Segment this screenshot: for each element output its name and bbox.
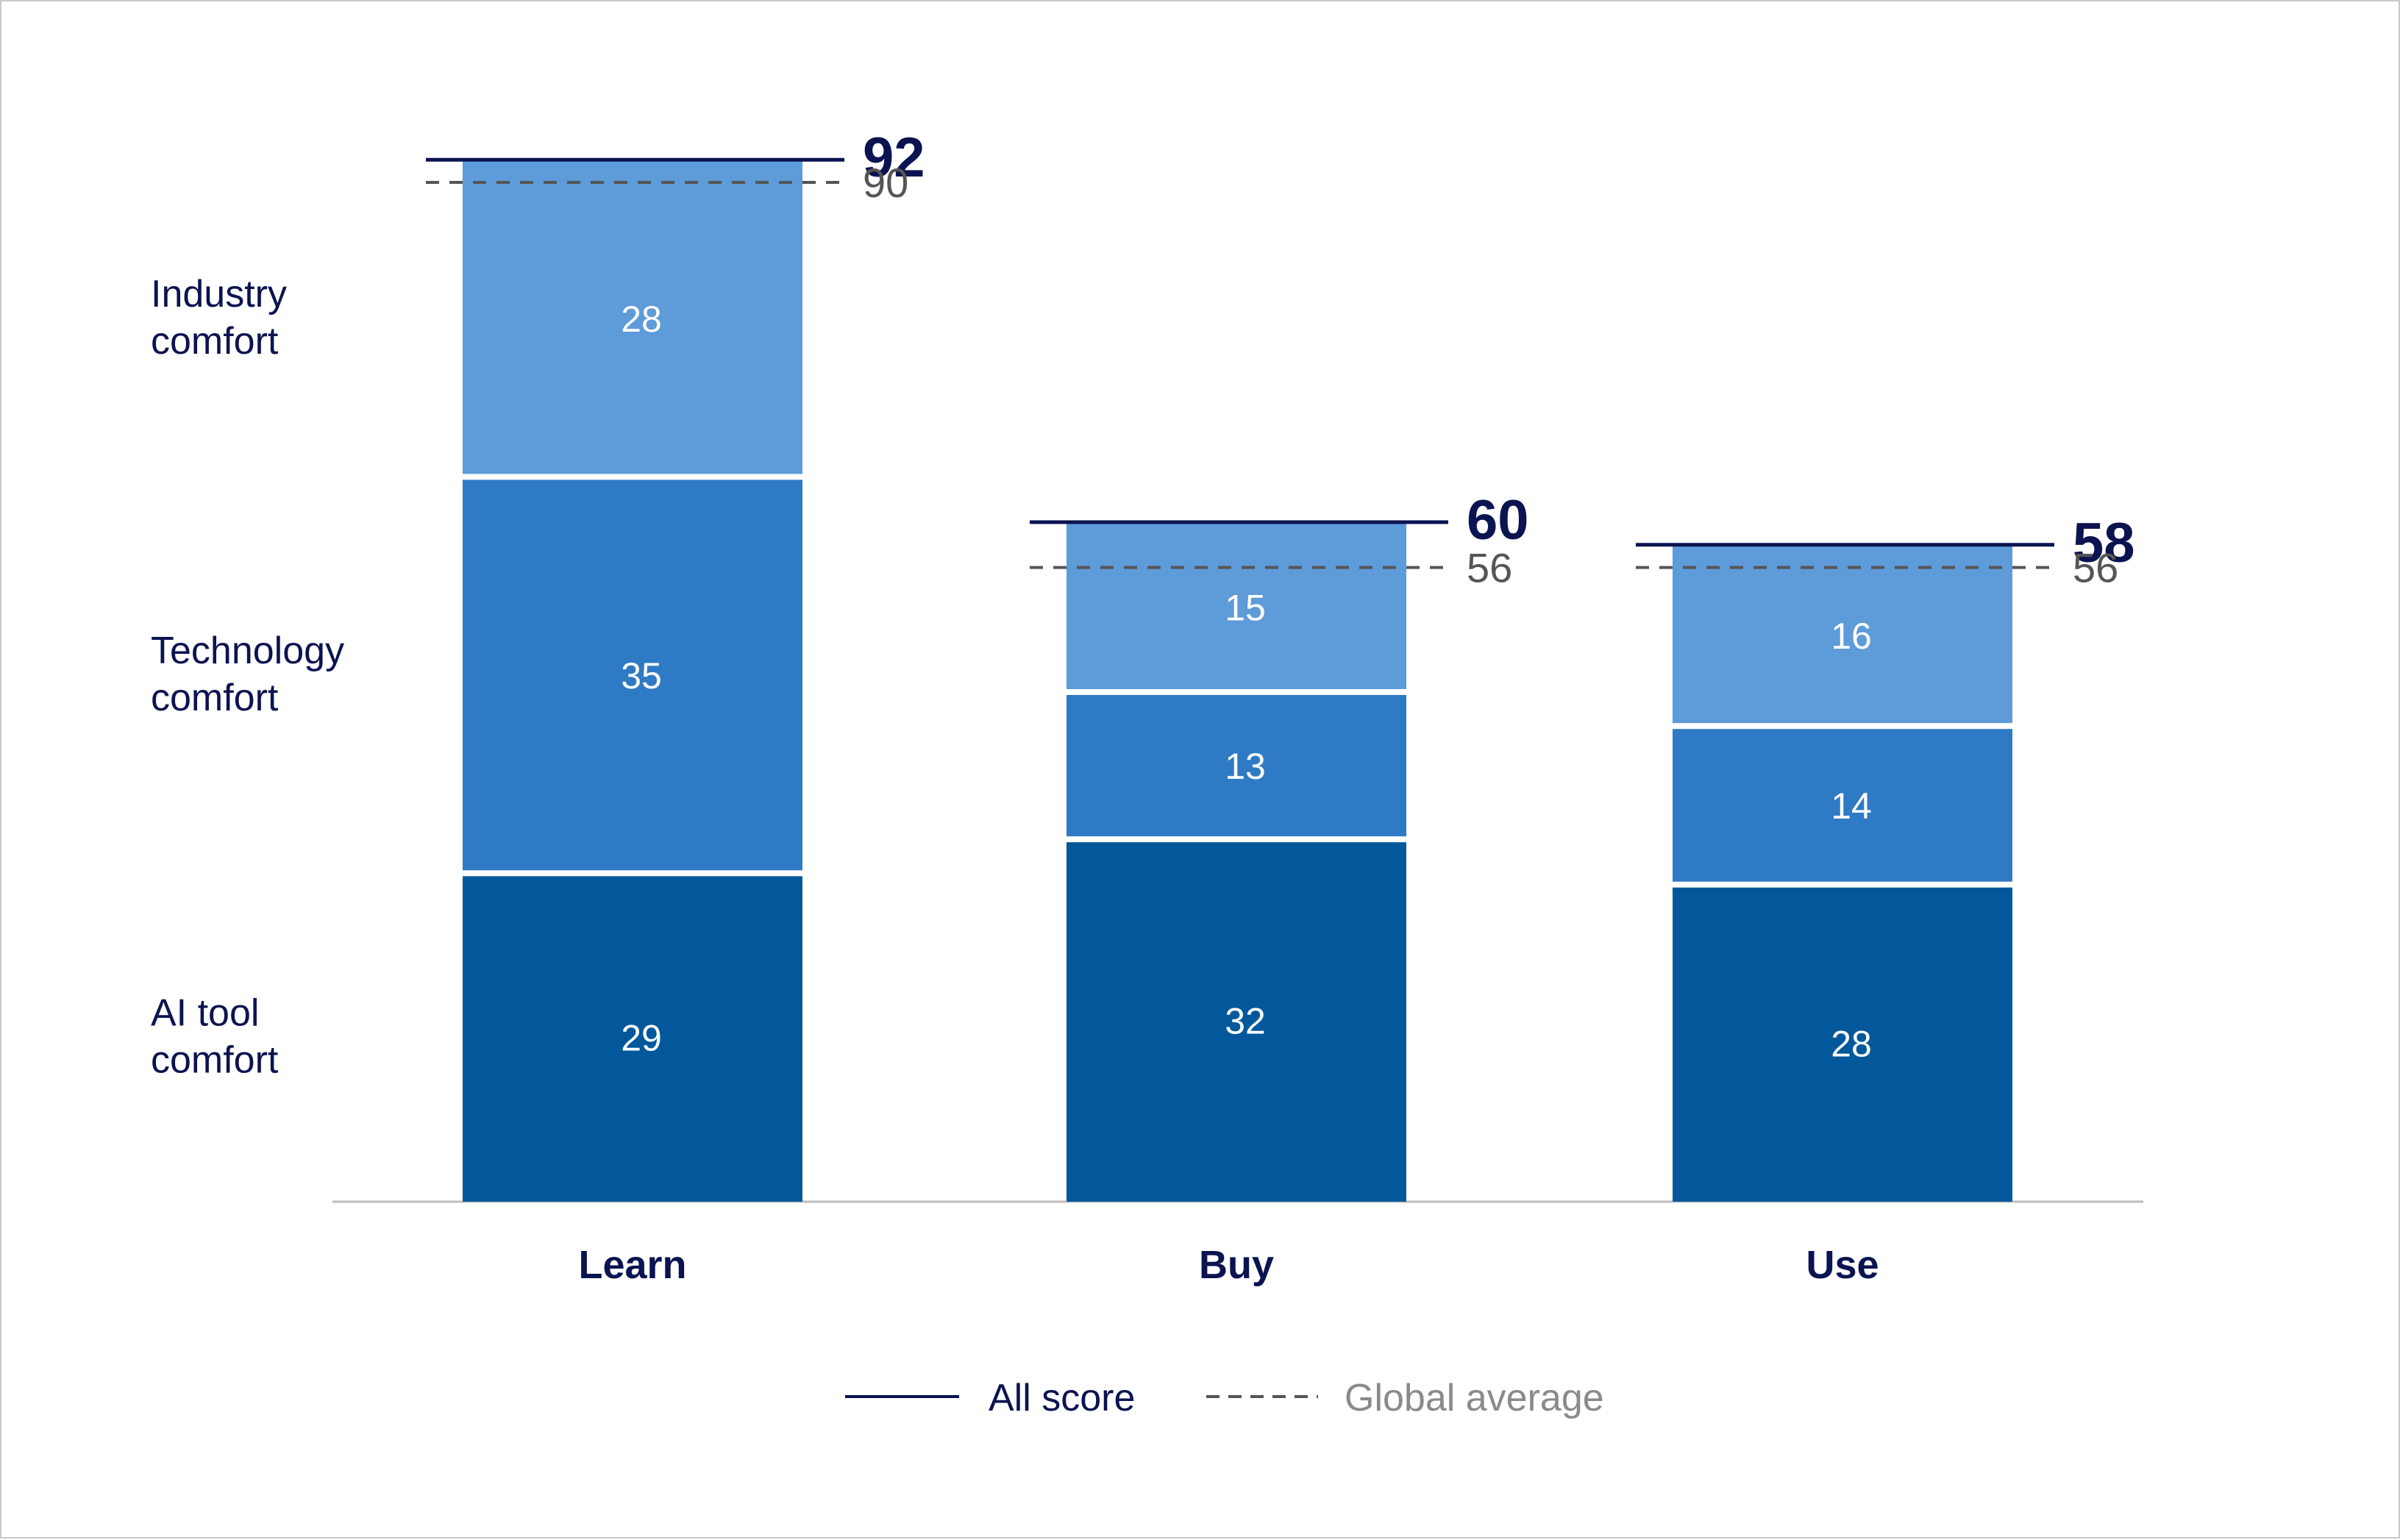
bar-segment-use-2 bbox=[1673, 544, 2012, 724]
bar-segment-buy-1 bbox=[1067, 695, 1406, 837]
legend-global-average-label: Global average bbox=[1345, 1377, 1604, 1419]
segment-value-label: 16 bbox=[1831, 616, 1872, 657]
global-average-label: 56 bbox=[2073, 545, 2118, 591]
global-average-label: 56 bbox=[1467, 545, 1512, 591]
bar-segment-buy-0 bbox=[1067, 842, 1406, 1202]
all-score-label: 58 bbox=[2073, 512, 2135, 574]
bar-segment-learn-2 bbox=[463, 160, 802, 474]
segment-value-label: 13 bbox=[1225, 746, 1266, 787]
category-label-buy: Buy bbox=[1199, 1243, 1274, 1287]
all-score-label: 60 bbox=[1467, 489, 1529, 552]
segment-value-label: 15 bbox=[1225, 588, 1266, 629]
series-label: AI tool comfort bbox=[151, 992, 279, 1082]
global-average-label: 90 bbox=[863, 160, 908, 206]
all-score-label: 92 bbox=[863, 126, 925, 189]
category-label-use: Use bbox=[1806, 1243, 1879, 1287]
segment-value-label: 35 bbox=[621, 655, 662, 696]
series-label: Industry comfort bbox=[151, 273, 287, 363]
segment-value-label: 29 bbox=[621, 1018, 662, 1059]
category-label-learn: Learn bbox=[578, 1243, 686, 1287]
series-label: Technology comfort bbox=[151, 630, 344, 719]
legend-all-score-label: All score bbox=[989, 1377, 1135, 1419]
segment-value-label: 32 bbox=[1225, 1001, 1266, 1042]
bar-segment-use-1 bbox=[1673, 729, 2012, 882]
segment-value-label: 28 bbox=[1831, 1023, 1872, 1064]
bar-segment-learn-1 bbox=[463, 480, 802, 871]
bar-segment-use-0 bbox=[1673, 887, 2012, 1202]
bar-segment-buy-2 bbox=[1067, 522, 1406, 689]
segment-value-label: 28 bbox=[621, 299, 662, 340]
segment-value-label: 14 bbox=[1831, 785, 1872, 827]
bar-segment-learn-0 bbox=[463, 876, 802, 1202]
